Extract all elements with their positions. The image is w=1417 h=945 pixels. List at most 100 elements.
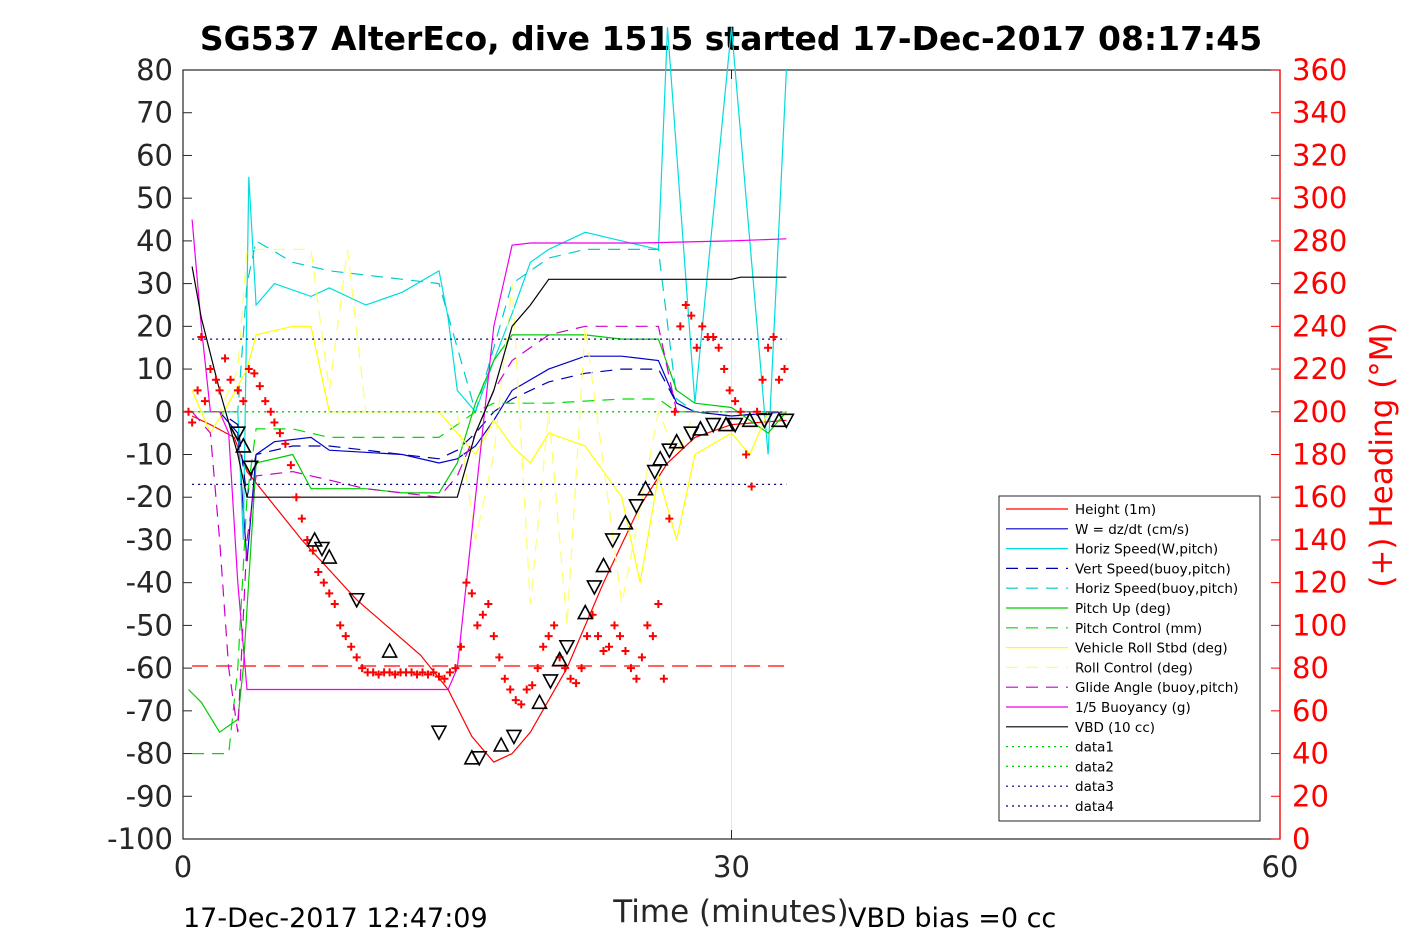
heading-point <box>577 664 586 673</box>
legend: Height (1m) W = dz/dt (cm/s) Horiz Speed(W… <box>998 495 1261 822</box>
heading-point <box>467 589 476 598</box>
legend-label: Pitch Control (mm) <box>1075 621 1202 637</box>
y-right-tick-label: 240 <box>1292 309 1347 343</box>
heading-point <box>665 514 674 523</box>
legend-label: Horiz Speed(W,pitch) <box>1075 542 1218 558</box>
y-tick-label: -20 <box>126 480 173 514</box>
y-right-tick-label: 100 <box>1292 608 1347 642</box>
heading-point <box>407 668 416 677</box>
legend-label: Vert Speed(buoy,pitch) <box>1075 561 1231 577</box>
y-tick-label: 80 <box>136 53 173 87</box>
heading-point <box>775 375 784 384</box>
heading-point <box>440 674 449 683</box>
dive-marker <box>604 533 621 549</box>
y-tick-label: -30 <box>126 523 173 557</box>
dive-marker <box>381 642 398 658</box>
y-tick-label: -90 <box>126 779 173 813</box>
heading-point <box>605 642 614 651</box>
heading-point <box>550 621 559 630</box>
heading-point <box>681 300 690 309</box>
heading-point <box>692 343 701 352</box>
y-right-tick-label: 360 <box>1292 53 1347 87</box>
dive-marker <box>595 556 612 573</box>
series-line <box>191 266 787 498</box>
x-axis-label: Time (minutes) <box>612 894 848 930</box>
dive-marker <box>617 514 634 530</box>
heading-point <box>599 647 608 656</box>
legend-label: Roll Control (deg) <box>1075 660 1193 676</box>
heading-point <box>297 514 306 523</box>
heading-point <box>193 386 202 395</box>
y-tick-label: -60 <box>126 651 173 685</box>
series-line <box>192 398 787 755</box>
heading-point <box>659 674 668 683</box>
y-right-tick-label: 260 <box>1292 267 1347 301</box>
y-tick-label: 70 <box>136 96 173 130</box>
heading-point <box>261 397 270 406</box>
dive-marker <box>756 413 773 430</box>
heading-point <box>314 567 323 576</box>
heading-point <box>615 632 624 641</box>
y-right-tick-label: 180 <box>1292 438 1347 472</box>
series-line <box>192 355 787 562</box>
heading-point <box>566 674 575 683</box>
dive-marker <box>505 729 523 746</box>
y-right-tick-label: 40 <box>1292 737 1329 771</box>
dive-marker <box>242 460 259 477</box>
y-right-tick-label: 300 <box>1292 181 1347 215</box>
heading-point <box>731 397 740 406</box>
heading-point <box>456 642 465 651</box>
heading-point <box>308 546 317 555</box>
footer-vbd-bias: VBD bias =0 cc <box>848 903 1056 934</box>
legend-label: data2 <box>1075 759 1114 775</box>
heading-point <box>292 493 301 502</box>
heading-point <box>473 621 482 630</box>
series-line <box>188 334 787 734</box>
heading-point <box>687 311 696 320</box>
heading-point <box>632 674 641 683</box>
heading-point <box>758 375 767 384</box>
dive-marker <box>704 417 722 434</box>
y-right-tick-label: 200 <box>1292 395 1347 429</box>
dive-marker <box>660 443 678 459</box>
y-tick-label: 30 <box>136 267 173 301</box>
y-right-tick-label: 280 <box>1292 224 1347 258</box>
dive-marker <box>628 498 645 515</box>
y-right-tick-label: 320 <box>1292 138 1347 172</box>
dive-marker <box>637 479 654 496</box>
heading-point <box>352 653 361 662</box>
heading-point <box>725 386 734 395</box>
heading-point <box>522 685 531 694</box>
heading-point <box>478 610 487 619</box>
x-tick-label: 0 <box>174 850 192 884</box>
heading-point <box>244 365 253 374</box>
dive-marker <box>586 580 603 596</box>
heading-point <box>200 397 209 406</box>
dive-marker <box>646 464 664 481</box>
heading-point <box>495 653 504 662</box>
heading-point <box>528 681 537 690</box>
legend-label: data4 <box>1075 799 1114 815</box>
dive-marker <box>551 650 568 667</box>
heading-point <box>341 632 350 641</box>
legend-label: W = dz/dt (cm/s) <box>1075 522 1189 538</box>
heading-point <box>281 439 290 448</box>
y-tick-label: 60 <box>136 138 173 172</box>
dive-marker <box>576 603 594 620</box>
dive-marker <box>717 415 735 432</box>
dive-marker <box>306 531 323 547</box>
heading-point <box>330 600 339 609</box>
heading-point <box>698 322 707 331</box>
y-right-tick-label: 0 <box>1292 822 1310 856</box>
heading-point <box>239 397 248 406</box>
heading-point <box>206 365 215 374</box>
series-line <box>191 219 787 691</box>
legend-label: 1/5 Buoyancy (g) <box>1075 700 1191 716</box>
dive-marker <box>558 639 576 656</box>
heading-point <box>250 369 259 378</box>
series-line <box>192 368 787 498</box>
dive-marker <box>470 751 488 767</box>
heading-point <box>626 664 635 673</box>
heading-point <box>621 647 630 656</box>
